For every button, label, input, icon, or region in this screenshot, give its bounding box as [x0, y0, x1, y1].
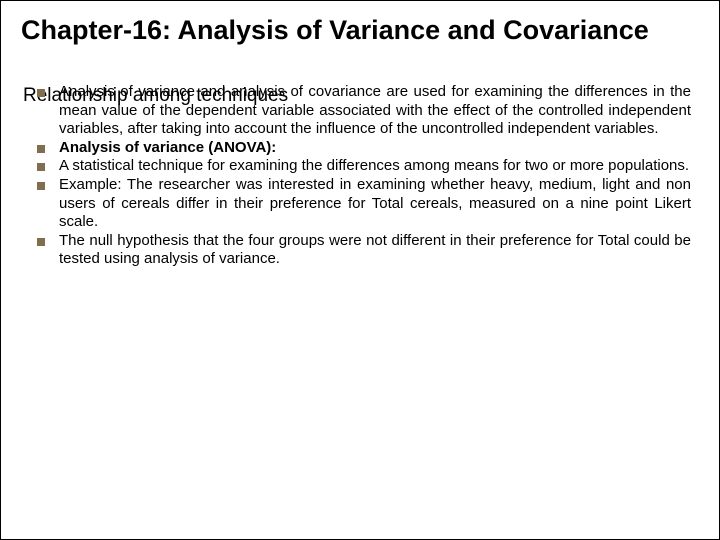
bullet-row: A statistical technique for examining th… [37, 157, 691, 176]
text-run: Analysis of variance (ANOVA): [59, 139, 276, 156]
bullet-square-icon [37, 145, 45, 153]
slide-container: Chapter-16: Analysis of Variance and Cov… [0, 0, 720, 540]
text-run: A statistical technique for examining th… [59, 157, 689, 174]
bullet-square-icon [37, 163, 45, 171]
slide-title: Chapter-16: Analysis of Variance and Cov… [21, 15, 699, 47]
text-run: The null hypothesis that the four groups… [59, 232, 691, 268]
bullet-square-icon [37, 182, 45, 190]
body-text-block: Analysis of variance and analysis of cov… [37, 83, 691, 269]
bullet-text: Analysis of variance and analysis of cov… [59, 83, 691, 139]
bullet-row: Analysis of variance (ANOVA): [37, 139, 691, 158]
bullet-row: The null hypothesis that the four groups… [37, 232, 691, 269]
bullet-text: Example: The researcher was interested i… [59, 176, 691, 232]
bullet-square-icon [37, 89, 45, 97]
text-run: Example: The researcher was interested i… [59, 176, 691, 230]
bullet-text: The null hypothesis that the four groups… [59, 232, 691, 269]
bullet-text: Analysis of variance (ANOVA): [59, 139, 691, 158]
bullet-row: Example: The researcher was interested i… [37, 176, 691, 232]
bullet-text: A statistical technique for examining th… [59, 157, 691, 176]
text-run: Analysis of variance and analysis of cov… [59, 83, 691, 137]
bullet-square-icon [37, 238, 45, 246]
bullet-row: Analysis of variance and analysis of cov… [37, 83, 691, 139]
